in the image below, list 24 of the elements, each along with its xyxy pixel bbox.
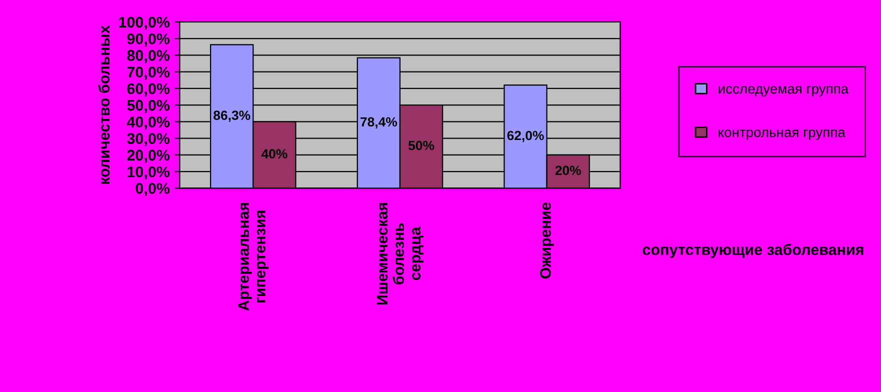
y-tick-label: 80,0% bbox=[127, 50, 170, 64]
data-label: 86,3% bbox=[214, 110, 250, 122]
data-label: 62,0% bbox=[507, 130, 544, 142]
data-label: 50% bbox=[408, 140, 434, 150]
data-label: 20% bbox=[555, 166, 581, 176]
x-axis-title: сопутствующие заболевания bbox=[642, 244, 864, 258]
data-label: 40% bbox=[261, 149, 288, 158]
x-tick-label: Ишемическая болезнь сердца bbox=[376, 203, 424, 304]
x-tick-label: Артериальная гипертензия bbox=[238, 203, 268, 311]
y-tick-label: 30,0% bbox=[127, 133, 170, 146]
legend-label: контрольная группа bbox=[718, 130, 846, 140]
data-label: 78,4% bbox=[360, 117, 398, 128]
x-tick-label: Ожирение bbox=[540, 202, 554, 278]
y-tick-label: 90,0% bbox=[127, 33, 170, 46]
y-tick-label: 60,0% bbox=[127, 83, 170, 96]
y-tick-label: 0,0% bbox=[136, 183, 170, 196]
y-tick-label: 100,0% bbox=[119, 16, 170, 30]
y-tick-label: 70,0% bbox=[127, 66, 170, 80]
y-tick-label: 10,0% bbox=[128, 166, 170, 180]
y-tick-label: 20,0% bbox=[127, 150, 170, 163]
y-axis-title: количество больных bbox=[98, 25, 110, 184]
y-tick-label: 40,0% bbox=[126, 116, 170, 130]
y-tick-label: 50,0% bbox=[127, 100, 170, 113]
legend-label: исследуемая группа bbox=[718, 86, 849, 96]
